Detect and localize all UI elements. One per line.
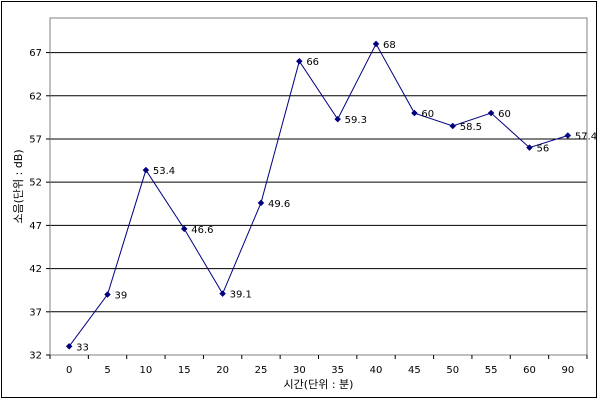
x-tick-label: 60	[523, 365, 536, 376]
data-point	[526, 144, 533, 151]
x-tick-label: 90	[561, 365, 574, 376]
y-tick-label: 62	[29, 91, 42, 102]
data-label: 39.1	[230, 290, 252, 301]
x-tick-label: 40	[370, 365, 383, 376]
data-point	[219, 290, 226, 298]
data-label: 59.3	[345, 115, 367, 126]
data-label: 46.6	[191, 225, 213, 236]
x-tick-label: 45	[408, 365, 421, 376]
x-tick-label: 5	[104, 365, 110, 376]
data-label: 33	[76, 342, 89, 353]
data-label: 56	[536, 144, 549, 155]
data-point	[449, 122, 457, 130]
data-labels: 33 39 53.4 46.6 39.1 49.6 66 59.3 68 60 58.5 60 56 57…	[76, 40, 597, 353]
data-point	[65, 343, 73, 350]
y-axis-ticks: 32 37 42 47 52 57 62 67	[29, 48, 50, 362]
x-tick-label: 15	[178, 365, 191, 376]
data-points	[65, 40, 572, 350]
data-label: 53.4	[153, 166, 175, 177]
y-tick-label: 32	[29, 351, 42, 362]
data-label: 49.6	[268, 199, 290, 210]
data-label: 57.4	[575, 132, 597, 143]
series-line	[68, 42, 568, 347]
x-tick-label: 55	[485, 365, 498, 376]
data-label: 60	[421, 109, 434, 120]
data-point	[142, 166, 150, 174]
y-axis-label: 소음(단위 : dB)	[12, 149, 25, 223]
data-point	[295, 57, 303, 65]
y-tick-label: 47	[29, 221, 42, 232]
y-tick-label: 52	[29, 178, 42, 189]
y-tick-label: 67	[29, 48, 42, 59]
y-tick-label: 42	[29, 264, 42, 275]
x-axis-label: 시간(단위 : 분)	[284, 378, 354, 391]
x-tick-label: 25	[255, 365, 268, 376]
data-point	[180, 225, 188, 233]
x-tick-label: 10	[140, 365, 153, 376]
data-label: 68	[383, 40, 396, 51]
data-label: 60	[498, 109, 511, 120]
data-point	[372, 40, 380, 48]
data-point	[334, 115, 342, 123]
gridlines	[50, 52, 587, 313]
plot-area	[49, 17, 588, 356]
x-axis-ticks: 0 5 10 15 20 25 30 35 40 45 50 55 60 90	[49, 355, 588, 376]
x-tick-label: 30	[293, 365, 306, 376]
x-tick-label: 50	[446, 365, 459, 376]
x-tick-label: 35	[331, 365, 344, 376]
data-label: 58.5	[460, 122, 482, 133]
data-point	[487, 109, 495, 117]
data-point	[411, 109, 418, 117]
y-tick-label: 37	[29, 307, 42, 318]
data-point	[104, 291, 111, 298]
data-label: 39	[115, 291, 128, 302]
x-tick-label: 0	[66, 365, 72, 376]
x-tick-label: 20	[216, 365, 229, 376]
data-point	[257, 199, 265, 207]
y-tick-label: 57	[29, 134, 42, 145]
data-point	[564, 132, 572, 139]
data-label: 66	[306, 57, 319, 68]
